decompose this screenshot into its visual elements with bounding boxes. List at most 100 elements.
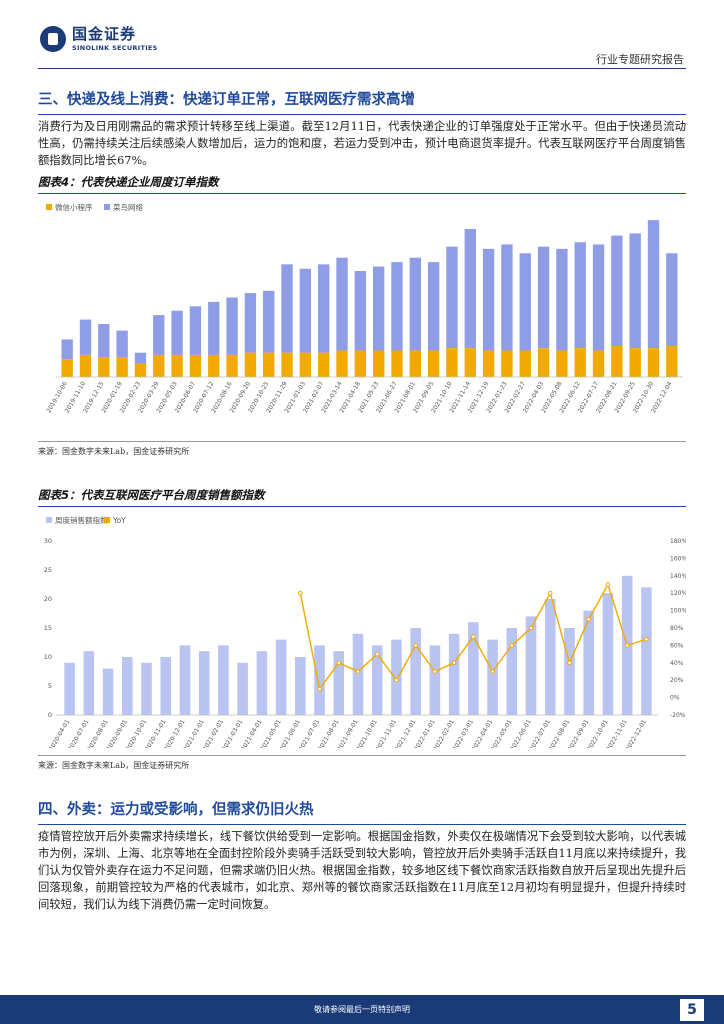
- company-logo: 国金证券 SINOLINK SECURITIES: [40, 26, 158, 52]
- bar-cainiao: [556, 248, 568, 351]
- bar-mini-program: [98, 357, 110, 377]
- yoy-point: [509, 643, 515, 648]
- right-axis-tick: 100%: [670, 608, 686, 615]
- bar-mini-program: [556, 350, 568, 377]
- bar-cainiao: [134, 352, 147, 364]
- bar-mini-program: [263, 352, 275, 377]
- bar-cainiao: [482, 248, 495, 351]
- legend-swatch-mini-program: [46, 204, 52, 210]
- bar-cainiao: [464, 228, 476, 349]
- bar-sales-index: [198, 651, 210, 715]
- bar-cainiao: [226, 297, 238, 355]
- yoy-point: [317, 686, 322, 692]
- internet-medical-sales-index-chart: 周度销售额指数 YoY 0 5 10 15 20 25 30 -20% 0% 20% 40% 60%…: [44, 515, 686, 748]
- bar-mini-program: [116, 357, 128, 377]
- bar-cainiao: [208, 301, 220, 355]
- yoy-point: [528, 625, 534, 631]
- bar-cainiao: [574, 242, 586, 349]
- bar-cainiao: [299, 268, 312, 353]
- left-axis-tick: 0: [48, 711, 52, 719]
- yoy-point: [413, 643, 418, 648]
- bar-sales-index: [391, 639, 402, 715]
- bar-mini-program: [244, 352, 257, 377]
- bar-mini-program: [189, 354, 202, 377]
- section-4-body: 疫情管控放开后外卖需求持续增长，线下餐饮供给受到一定影响。根据国金指数，外卖仅在…: [38, 830, 686, 911]
- bar-mini-program: [629, 348, 641, 377]
- left-axis-tick: 5: [48, 682, 52, 690]
- bar-cainiao: [647, 220, 660, 349]
- bar-mini-program: [427, 350, 440, 377]
- left-axis-tick: 15: [44, 624, 52, 632]
- bar-mini-program: [299, 352, 312, 377]
- bar-cainiao: [592, 244, 605, 351]
- bar-cainiao: [318, 264, 330, 353]
- section-3-heading: 三、快递及线上消费：快递订单正常，互联网医疗需求高增: [38, 88, 686, 115]
- bar-cainiao: [98, 323, 110, 358]
- bar-sales-index: [352, 633, 364, 715]
- bar-sales-index: [506, 628, 518, 715]
- bar-mini-program: [537, 348, 550, 377]
- yoy-point: [432, 669, 438, 674]
- bar-cainiao: [244, 293, 257, 353]
- bar-mini-program: [226, 354, 238, 377]
- bar-mini-program: [647, 348, 660, 377]
- bar-cainiao: [171, 310, 183, 355]
- bar-sales-index: [160, 657, 172, 715]
- logo-cn-text: 国金证券: [72, 24, 137, 43]
- bar-mini-program: [501, 350, 513, 377]
- bar-sales-index: [218, 645, 229, 715]
- right-axis-tick: 140%: [670, 573, 686, 580]
- bar-sales-index: [295, 657, 306, 715]
- right-axis-tick: 80%: [670, 625, 684, 632]
- bar-sales-index: [564, 628, 575, 715]
- bar-mini-program: [372, 350, 385, 377]
- bar-mini-program: [79, 354, 92, 377]
- bar-mini-program: [336, 350, 348, 377]
- bar-mini-program: [409, 350, 421, 377]
- document-type: 行业专题研究报告: [596, 53, 684, 66]
- bar-mini-program: [281, 352, 293, 377]
- bar-sales-index: [179, 645, 191, 715]
- legend-label-cainiao: 菜鸟网络: [113, 202, 143, 212]
- left-axis-tick: 30: [44, 537, 52, 545]
- bar-cainiao: [501, 244, 513, 351]
- yoy-point: [605, 582, 611, 587]
- bar-sales-index: [583, 610, 594, 715]
- bar-sales-index: [102, 668, 114, 715]
- bar-sales-index: [275, 639, 287, 715]
- figure-4-source: 来源：国金数字未来Lab，国金证券研究所: [38, 441, 686, 457]
- legend-swatch-sales-index: [46, 517, 52, 523]
- bar-cainiao: [519, 253, 531, 351]
- yoy-point: [451, 660, 457, 666]
- yoy-point: [547, 590, 553, 596]
- bar-cainiao: [263, 290, 275, 353]
- bar-cainiao: [427, 262, 440, 351]
- bar-sales-index: [602, 593, 614, 715]
- bar-mini-program: [208, 354, 220, 377]
- bar-cainiao: [189, 306, 202, 355]
- bar-cainiao: [354, 270, 367, 351]
- yoy-point: [374, 651, 380, 657]
- bar-mini-program: [446, 348, 458, 377]
- bar-sales-index: [544, 599, 556, 715]
- legend-swatch-cainiao: [104, 204, 110, 210]
- bar-cainiao: [372, 266, 385, 351]
- left-axis-tick: 10: [44, 653, 52, 661]
- yoy-point: [394, 677, 399, 683]
- bar-sales-index: [410, 628, 421, 715]
- bar-cainiao: [281, 264, 293, 353]
- bar-cainiao: [79, 319, 92, 355]
- bar-sales-index: [122, 657, 133, 715]
- bar-mini-program: [354, 350, 367, 377]
- logo-en-text: SINOLINK SECURITIES: [72, 43, 158, 52]
- legend-label-mini-program: 微信小程序: [55, 202, 93, 212]
- x-tick-label: 2020-04-01: [48, 718, 72, 748]
- bar-sales-index: [83, 651, 95, 715]
- bar-mini-program: [592, 350, 605, 377]
- bar-sales-index: [487, 639, 498, 715]
- bar-sales-index: [333, 651, 345, 715]
- bar-cainiao: [336, 257, 348, 351]
- bar-sales-index: [468, 622, 479, 715]
- bar-mini-program: [519, 350, 531, 377]
- bar-cainiao: [116, 330, 128, 358]
